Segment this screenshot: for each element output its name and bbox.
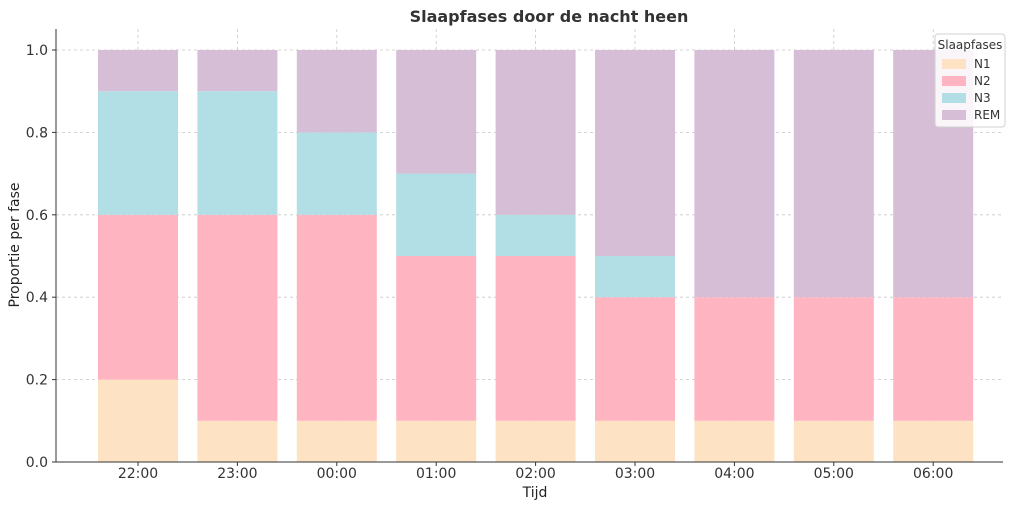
bar-segment-n2 <box>793 297 874 421</box>
x-tick-label: 05:00 <box>814 466 854 482</box>
bar-segment-n1 <box>296 420 377 462</box>
bars <box>98 50 974 462</box>
bar-segment-rem <box>296 50 377 133</box>
bar-segment-n2 <box>495 256 576 421</box>
x-tick-label: 22:00 <box>118 466 158 482</box>
y-axis-title: Proportie per fase <box>7 183 23 308</box>
y-tick-label: 0.8 <box>26 125 48 141</box>
bar-segment-n2 <box>296 214 377 421</box>
legend-label: REM <box>974 108 1000 122</box>
y-tick-label: 1.0 <box>26 43 48 59</box>
bar-segment-n1 <box>893 420 974 462</box>
legend-swatch <box>942 110 966 120</box>
bar-segment-n2 <box>893 297 974 421</box>
bar-segment-n1 <box>694 420 775 462</box>
bar-segment-rem <box>495 50 576 215</box>
legend-label: N1 <box>974 57 991 71</box>
bar-segment-n1 <box>495 420 576 462</box>
bar-segment-rem <box>98 50 178 92</box>
x-tick-label: 03:00 <box>615 466 655 482</box>
bar-segment-n1 <box>793 420 874 462</box>
bar-segment-rem <box>694 50 775 298</box>
bar-segment-n3 <box>98 91 178 215</box>
tick-labels: 0.0 0.2 0.4 0.6 0.8 1.0 22:00 23:00 00:00 01:00 02… <box>26 43 954 482</box>
bar-segment-n1 <box>197 420 278 462</box>
bar-segment-n1 <box>396 420 477 462</box>
y-tick-label: 0.6 <box>26 208 48 224</box>
bar-segment-n2 <box>595 297 675 421</box>
x-tick-label: 23:00 <box>217 466 257 482</box>
bar-segment-n2 <box>197 214 278 421</box>
x-tick-label: 04:00 <box>714 466 754 482</box>
bar-segment-n3 <box>595 256 675 298</box>
bar-segment-rem <box>396 50 477 174</box>
bar-segment-n3 <box>296 132 377 215</box>
bar-segment-n2 <box>694 297 775 421</box>
x-tick-label: 02:00 <box>515 466 555 482</box>
x-tick-label: 06:00 <box>913 466 953 482</box>
y-tick-label: 0.4 <box>26 290 48 306</box>
chart-title: Slaapfases door de nacht heen <box>410 7 689 26</box>
y-tick-label: 0.0 <box>26 455 48 471</box>
axes <box>55 29 1003 463</box>
bar-segment-n2 <box>98 214 178 380</box>
bar-segment-n3 <box>197 91 278 215</box>
bar-segment-n1 <box>98 379 178 462</box>
bar-segment-n3 <box>495 214 576 256</box>
x-axis-title: Tijd <box>522 485 548 501</box>
x-tick-label: 01:00 <box>416 466 456 482</box>
bar-segment-n1 <box>595 420 675 462</box>
bar-segment-rem <box>595 50 675 256</box>
legend-swatch <box>942 59 966 69</box>
x-tick-label: 00:00 <box>317 466 357 482</box>
legend-box <box>934 33 1006 128</box>
bar-segment-rem <box>197 50 278 92</box>
legend-label: N2 <box>974 74 991 88</box>
legend-swatch <box>942 93 966 103</box>
bar-segment-n3 <box>396 173 477 256</box>
legend-swatch <box>942 76 966 86</box>
legend-label: N3 <box>974 91 991 105</box>
y-tick-label: 0.2 <box>26 373 48 389</box>
legend-title: Slaapfases <box>938 38 1003 52</box>
bar-segment-rem <box>793 50 874 298</box>
legend: Slaapfases N1 N2 N3 REM <box>934 33 1006 128</box>
bar-segment-n2 <box>396 256 477 421</box>
